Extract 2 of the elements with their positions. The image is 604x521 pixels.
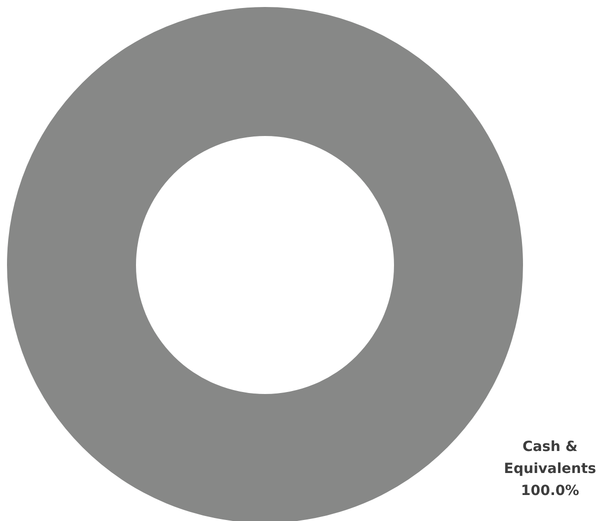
slice-label: Cash & Equivalents — [504, 439, 596, 477]
data-label: 100.0% — [520, 483, 580, 499]
